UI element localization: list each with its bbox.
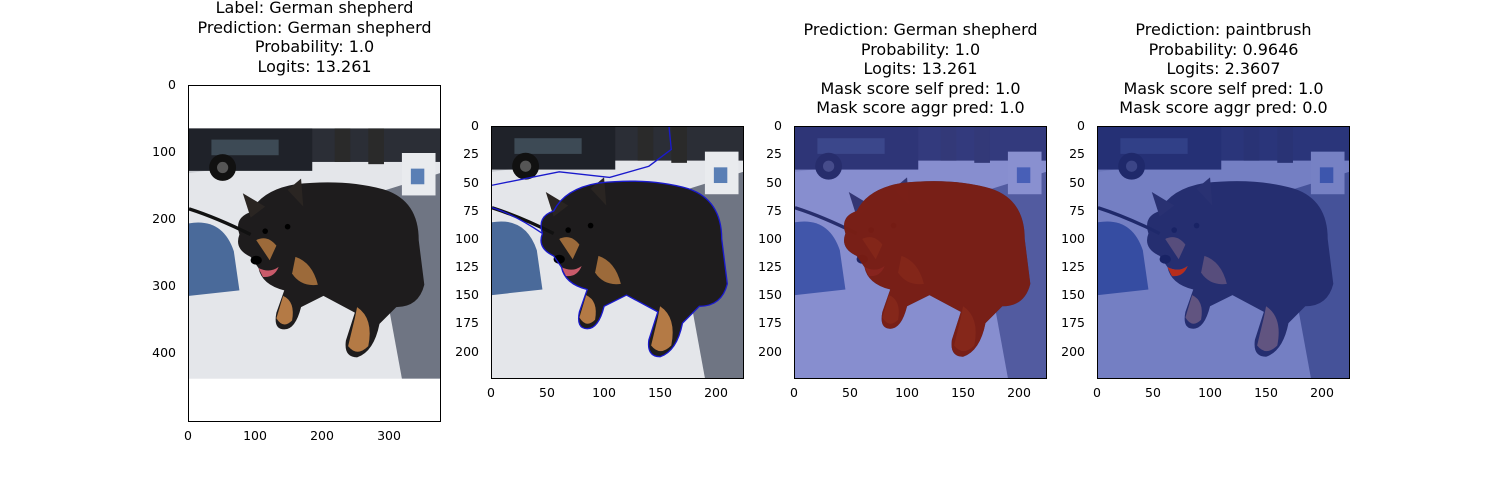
- y-tick-label: 100: [152, 144, 176, 159]
- y-tick-label: 0: [1077, 118, 1085, 133]
- panel-original: Label: German shepherd Prediction: Germa…: [152, 0, 441, 450]
- y-tick-label: 125: [1061, 259, 1085, 274]
- y-tick-label: 100: [758, 231, 782, 246]
- title-line: Mask score self pred: 1.0: [820, 78, 1021, 98]
- x-tick-label: 50: [539, 385, 555, 400]
- y-tick-label: 175: [758, 315, 782, 330]
- title-line: Label: German shepherd: [215, 0, 414, 17]
- y-tick-label: 125: [455, 259, 479, 274]
- y-tick-label: 25: [1069, 146, 1085, 161]
- y-tick-label: 50: [463, 175, 479, 190]
- x-tick-label: 150: [648, 385, 672, 400]
- y-tick-label: 300: [152, 278, 176, 293]
- x-tick-label: 0: [487, 385, 495, 400]
- y-tick-label: 400: [152, 345, 176, 360]
- y-tick-label: 200: [455, 344, 479, 359]
- x-tick-label: 100: [895, 385, 919, 400]
- x-tick-label: 0: [184, 428, 192, 443]
- dog-photo-red-mask: [795, 127, 1046, 378]
- x-tick-label: 200: [704, 385, 728, 400]
- title-line: Probability: 1.0: [254, 37, 375, 57]
- y-tick-label: 0: [774, 118, 782, 133]
- y-tick-label: 75: [766, 203, 782, 218]
- y-tick-label: 50: [1069, 175, 1085, 190]
- image-axes: [1097, 126, 1350, 379]
- x-tick-label: 100: [1198, 385, 1222, 400]
- y-tick-label: 200: [152, 211, 176, 226]
- panel-mask-aggr: Prediction: paintbrush Probability: 0.96…: [1061, 0, 1350, 450]
- image-axes: [491, 126, 744, 379]
- image-axes: [188, 85, 441, 422]
- y-tick-label: 100: [455, 231, 479, 246]
- y-tick-label: 150: [758, 287, 782, 302]
- panel-title: Prediction: paintbrush Probability: 0.96…: [1037, 20, 1410, 118]
- y-tick-label: 75: [463, 203, 479, 218]
- title-line: Logits: 13.261: [257, 56, 372, 76]
- panel-contour: 0 25 50 75 100 125 150 175 200 0 50 100 …: [455, 0, 744, 450]
- panel-mask-self: Prediction: German shepherd Probability:…: [758, 0, 1047, 450]
- y-tick-label: 150: [455, 287, 479, 302]
- title-line: Probability: 0.9646: [1148, 39, 1299, 59]
- x-tick-label: 200: [1007, 385, 1031, 400]
- x-tick-label: 50: [1145, 385, 1161, 400]
- title-line: Mask score aggr pred: 1.0: [816, 98, 1025, 118]
- y-tick-label: 200: [758, 344, 782, 359]
- x-tick-label: 150: [1254, 385, 1278, 400]
- y-tick-label: 100: [1061, 231, 1085, 246]
- panel-title: Label: German shepherd Prediction: Germa…: [128, 0, 501, 76]
- title-line: Logits: 2.3607: [1166, 59, 1281, 79]
- title-line: Mask score self pred: 1.0: [1123, 78, 1324, 98]
- y-tick-label: 150: [1061, 287, 1085, 302]
- x-tick-label: 100: [243, 428, 267, 443]
- x-tick-label: 100: [592, 385, 616, 400]
- x-tick-label: 150: [951, 385, 975, 400]
- x-tick-label: 200: [310, 428, 334, 443]
- title-line: Logits: 13.261: [863, 59, 978, 79]
- y-tick-label: 25: [766, 146, 782, 161]
- x-tick-label: 0: [1093, 385, 1101, 400]
- y-tick-label: 0: [168, 77, 176, 92]
- title-line: Prediction: German shepherd: [197, 17, 432, 37]
- y-tick-label: 75: [1069, 203, 1085, 218]
- x-tick-label: 50: [842, 385, 858, 400]
- image-axes: [794, 126, 1047, 379]
- y-tick-label: 50: [766, 175, 782, 190]
- dog-photo-contour: [492, 127, 743, 378]
- dog-photo: [189, 86, 440, 421]
- title-line: Prediction: paintbrush: [1135, 20, 1312, 39]
- x-tick-label: 200: [1310, 385, 1334, 400]
- x-tick-label: 0: [790, 385, 798, 400]
- y-tick-label: 25: [463, 146, 479, 161]
- title-line: Probability: 1.0: [860, 39, 981, 59]
- y-tick-label: 175: [455, 315, 479, 330]
- dog-photo-blue-mask: [1098, 127, 1349, 378]
- panel-title: Prediction: German shepherd Probability:…: [734, 20, 1107, 118]
- title-line: Mask score aggr pred: 0.0: [1119, 98, 1328, 118]
- y-tick-label: 175: [1061, 315, 1085, 330]
- title-line: Prediction: German shepherd: [803, 20, 1038, 39]
- y-tick-label: 200: [1061, 344, 1085, 359]
- x-tick-label: 300: [377, 428, 401, 443]
- y-tick-label: 125: [758, 259, 782, 274]
- y-tick-label: 0: [471, 118, 479, 133]
